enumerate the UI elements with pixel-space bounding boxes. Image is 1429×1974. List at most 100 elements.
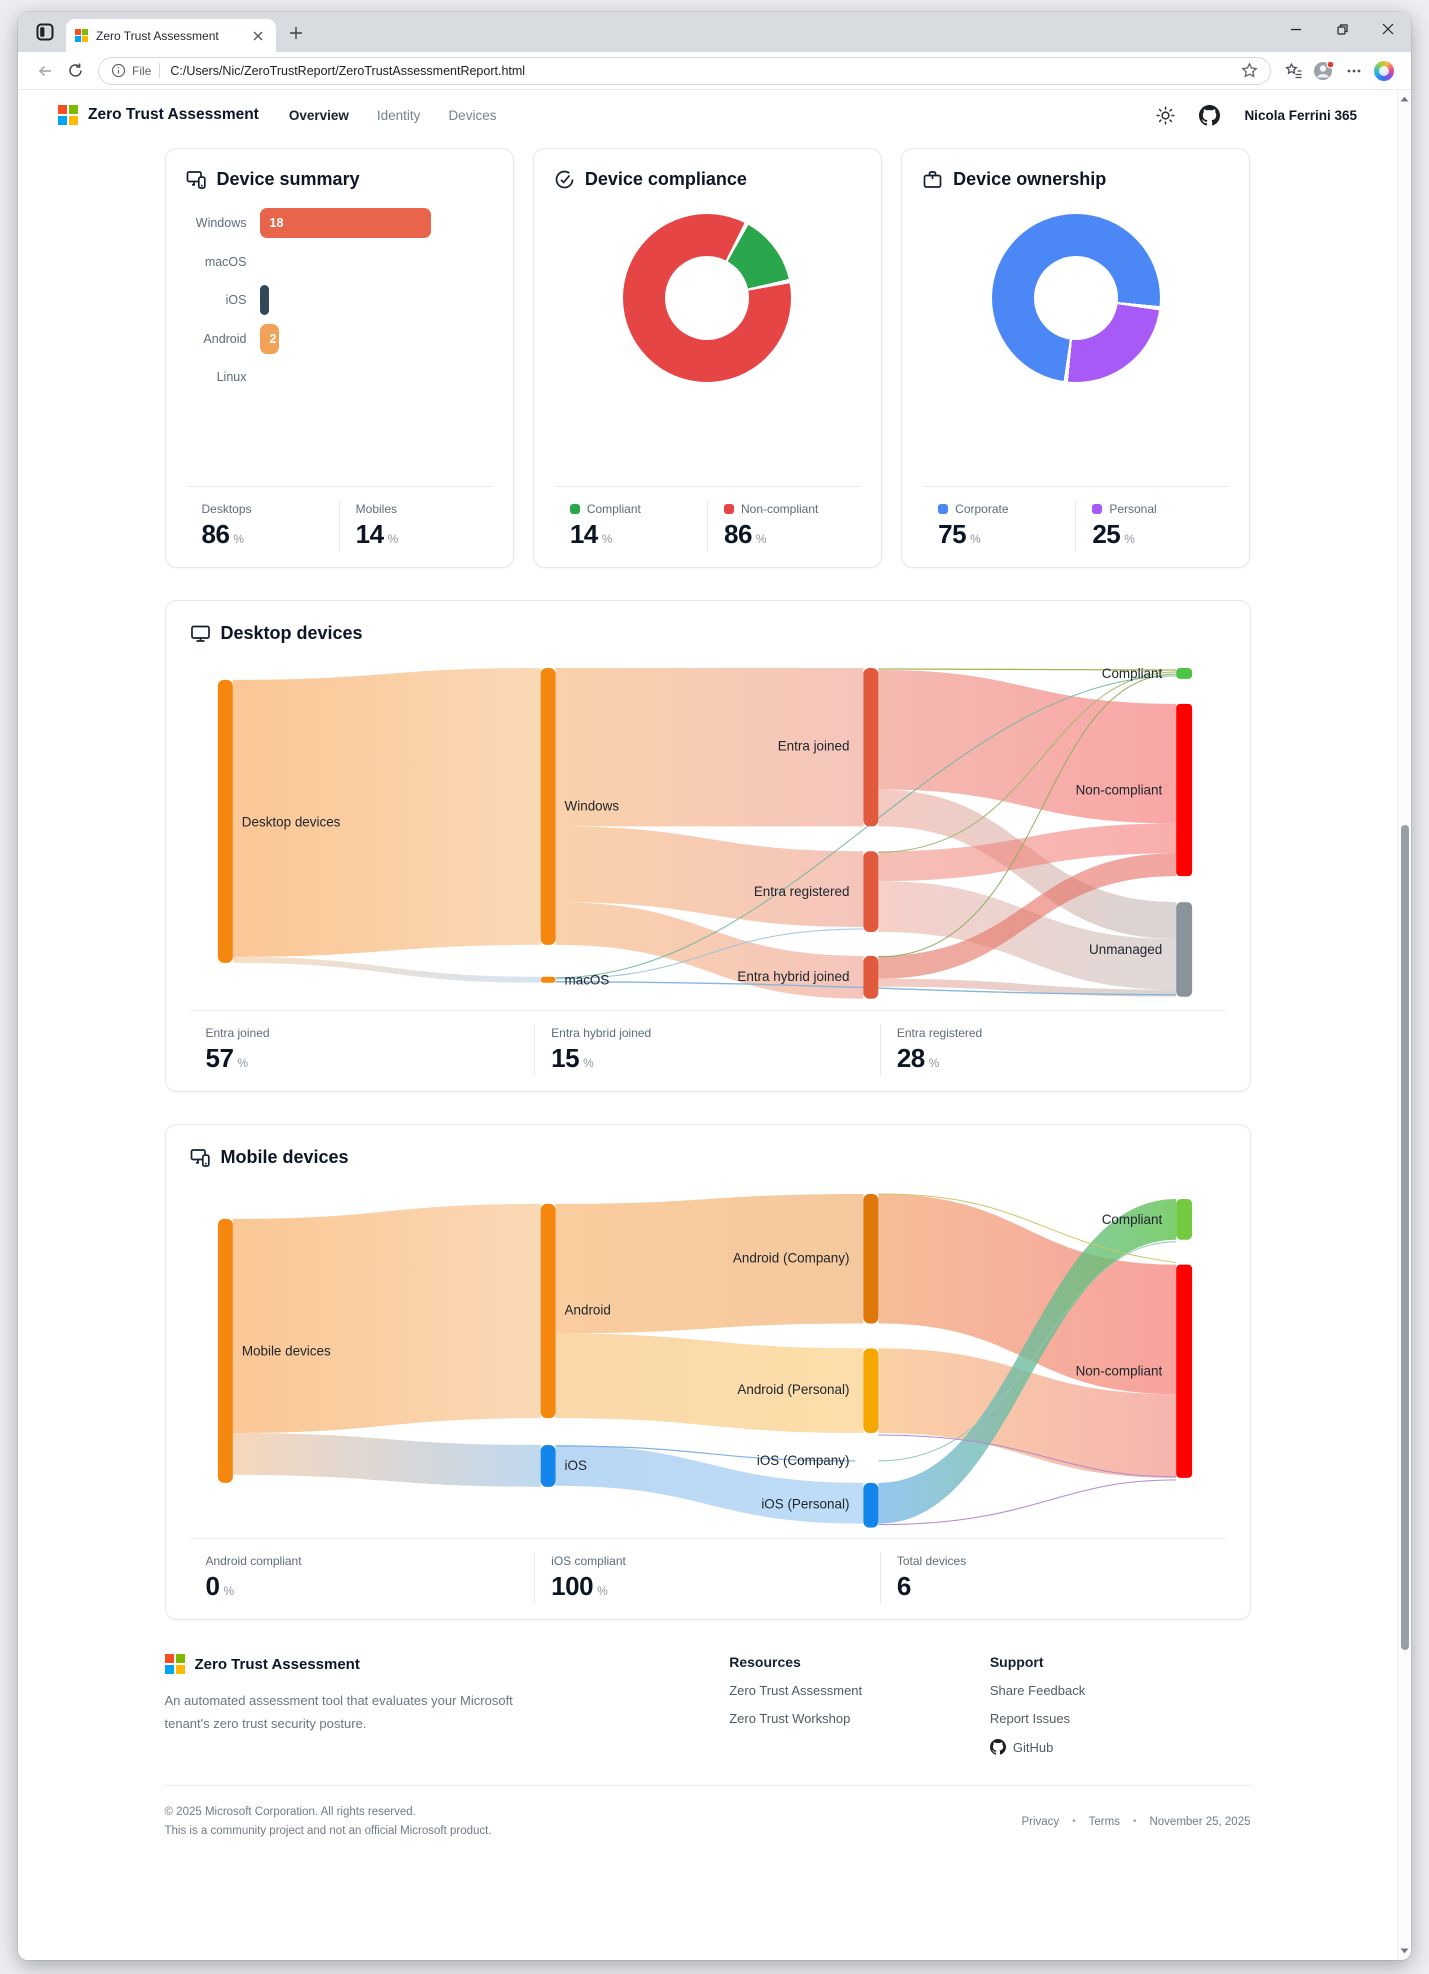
label-ios-company: iOS (Company)	[756, 1453, 849, 1468]
device-ownership-donut	[991, 214, 1160, 382]
nav-devices[interactable]: Devices	[448, 107, 497, 123]
site-header: Zero Trust Assessment Overview Identity …	[18, 90, 1397, 140]
bar-row-linux: Linux	[216, 370, 247, 385]
mobile-devices-title: Mobile devices	[220, 1146, 349, 1167]
tab-actions-icon[interactable]	[32, 19, 58, 45]
privacy-link[interactable]: Privacy	[1021, 1815, 1060, 1828]
desktop-devices-sankey: Desktop devices Windows macOS Entra join…	[217, 666, 1192, 999]
copilot-icon[interactable]	[1369, 56, 1399, 86]
scrollbar-up-icon[interactable]	[1398, 92, 1411, 106]
link-zero-trust-assessment[interactable]: Zero Trust Assessment	[729, 1683, 863, 1699]
tenant-user-name: Nicola Ferrini 365	[1244, 107, 1357, 123]
flow-entraregistered-noncompliant	[877, 823, 1176, 882]
node-ios-personal[interactable]	[862, 1482, 878, 1528]
browser-menu-icon[interactable]	[1339, 56, 1369, 86]
devices-icon-mobile	[190, 1147, 211, 1168]
footer-resources-title: Resources	[729, 1654, 801, 1671]
tab-close-icon[interactable]	[249, 27, 267, 45]
node-entra-registered[interactable]	[862, 851, 878, 932]
page-scrollbar[interactable]	[1397, 90, 1411, 1960]
node-desktop-compliant[interactable]	[1175, 667, 1192, 679]
device-summary-card: Device summary Windows 18 macOS	[164, 148, 514, 568]
node-android-company[interactable]	[862, 1193, 878, 1324]
nav-identity[interactable]: Identity	[376, 107, 421, 123]
link-github[interactable]: GitHub	[989, 1739, 1251, 1755]
node-android[interactable]	[540, 1203, 556, 1418]
compliant-legend-dot	[569, 504, 580, 514]
mobile-devices-sankey: Mobile devices Android iOS Android (Comp…	[217, 1193, 1192, 1528]
node-windows[interactable]	[540, 667, 556, 945]
url-text[interactable]: C:/Users/Nic/ZeroTrustReport/ZeroTrustAs…	[170, 63, 526, 78]
browser-tab[interactable]: Zero Trust Assessment	[66, 19, 276, 52]
window-minimize-button[interactable]	[1273, 12, 1319, 46]
label-desktop-compliant: Compliant	[1101, 666, 1162, 681]
link-zero-trust-workshop[interactable]: Zero Trust Workshop	[729, 1711, 851, 1727]
page-footer: Zero Trust Assessment An automated asses…	[164, 1654, 1251, 1838]
label-entra-registered: Entra registered	[753, 884, 849, 899]
node-android-personal[interactable]	[862, 1348, 878, 1433]
terms-link[interactable]: Terms	[1088, 1815, 1120, 1828]
report-date: November 25, 2025	[1149, 1815, 1251, 1828]
stat-android-compliant: Android compliant 0%	[205, 1554, 302, 1602]
scrollbar-thumb[interactable]	[1401, 825, 1409, 1650]
back-icon[interactable]	[30, 56, 60, 86]
node-mobile-compliant[interactable]	[1175, 1198, 1192, 1240]
flow-entraregistered-compliant	[877, 671, 1176, 853]
node-desktop-devices[interactable]	[217, 679, 233, 963]
refresh-icon[interactable]	[60, 56, 90, 86]
node-desktop-unmanaged[interactable]	[1175, 902, 1192, 997]
profile-avatar[interactable]	[1309, 56, 1339, 86]
flow-macos-compliant	[555, 675, 1176, 979]
stat-desktops: Desktops 86%	[201, 502, 252, 549]
flow-entrahybrid-unmanaged	[877, 978, 1176, 997]
favorites-bar-icon[interactable]	[1279, 56, 1309, 86]
microsoft-logo	[58, 105, 78, 125]
node-ios[interactable]	[540, 1444, 556, 1487]
flow-entrajoined-compliant	[877, 668, 1176, 671]
address-bar[interactable]: File C:/Users/Nic/ZeroTrustReport/ZeroTr…	[98, 56, 1271, 85]
briefcase-icon	[922, 169, 943, 190]
node-macos[interactable]	[540, 976, 556, 983]
node-mobile-devices[interactable]	[217, 1218, 233, 1483]
github-icon[interactable]	[1199, 104, 1221, 126]
node-entra-hybrid[interactable]	[862, 955, 878, 999]
theme-toggle-sun-icon[interactable]	[1156, 105, 1175, 125]
label-desktop-noncompliant: Non-compliant	[1075, 782, 1162, 797]
site-brand-label: Zero Trust Assessment	[88, 106, 259, 123]
link-report-issues[interactable]: Report Issues	[989, 1711, 1071, 1727]
label-android-personal: Android (Personal)	[737, 1382, 849, 1397]
monitor-icon	[190, 623, 211, 644]
personal-legend-dot	[1092, 504, 1103, 514]
nav-overview[interactable]: Overview	[288, 107, 349, 123]
window-close-button[interactable]	[1365, 12, 1411, 46]
label-entra-joined: Entra joined	[777, 739, 849, 754]
footer-divider	[164, 1785, 1251, 1787]
node-mobile-noncompliant[interactable]	[1175, 1264, 1192, 1478]
page-info-icon[interactable]	[111, 63, 126, 78]
label-desktop-unmanaged: Unmanaged	[1089, 942, 1162, 957]
stat-total-devices: Total devices 6	[879, 1552, 1226, 1605]
new-tab-button[interactable]	[282, 19, 310, 47]
device-compliance-title: Device compliance	[584, 169, 747, 189]
omnibox-divider	[159, 63, 161, 78]
bar-row-windows: Windows 18	[186, 204, 493, 243]
link-share-feedback[interactable]: Share Feedback	[989, 1683, 1086, 1699]
window-restore-button[interactable]	[1319, 12, 1365, 46]
bar-windows: 18	[259, 208, 431, 239]
node-desktop-noncompliant[interactable]	[1175, 703, 1192, 877]
footer-brand-label: Zero Trust Assessment	[194, 1655, 360, 1673]
bar-android: 2	[259, 323, 279, 354]
check-circle-icon	[554, 169, 575, 190]
flow-ios-personal	[555, 1444, 863, 1524]
node-entra-joined[interactable]	[862, 667, 878, 827]
tab-favicon-microsoft-logo	[75, 29, 88, 42]
footer-brand: Zero Trust Assessment	[164, 1654, 730, 1675]
kpi-cards-row: Device summary Windows 18 macOS	[164, 148, 1251, 568]
scrollbar-down-icon[interactable]	[1398, 1944, 1411, 1958]
window-controls	[1273, 12, 1411, 46]
favorite-star-icon[interactable]	[1241, 62, 1258, 79]
github-icon-footer	[989, 1739, 1006, 1755]
stat-corporate: Corporate 75%	[938, 502, 1009, 549]
stat-noncompliant: Non-compliant 86%	[707, 500, 861, 552]
